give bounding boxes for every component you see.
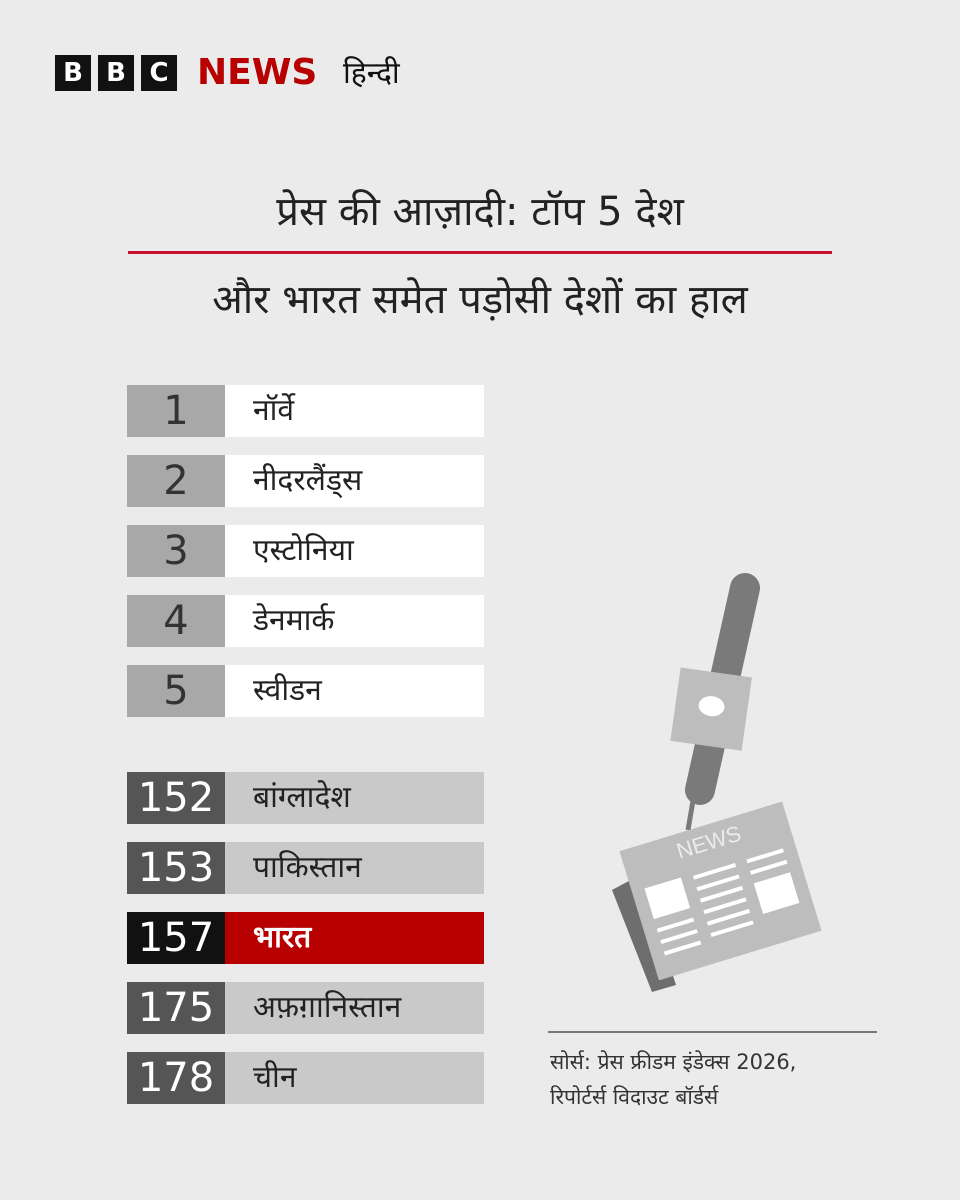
rank-row: 175 अफ़ग़ानिस्तान	[127, 982, 484, 1034]
title: प्रेस की आज़ादी: टॉप 5 देश	[276, 189, 684, 235]
country: नॉर्वे	[225, 385, 484, 437]
country: बांग्लादेश	[225, 772, 484, 824]
rank: 175	[127, 982, 225, 1034]
logo-letter: B	[55, 55, 91, 91]
newspaper: NEWS	[619, 801, 822, 981]
rank: 178	[127, 1052, 225, 1104]
logo-letter: C	[141, 55, 177, 91]
rank-row: 157 भारत	[127, 912, 484, 964]
country: स्वीडन	[225, 665, 484, 717]
rank-row: 152 बांग्लादेश	[127, 772, 484, 824]
rank-row: 2 नीदरलैंड्स	[127, 455, 484, 507]
rank: 5	[127, 665, 225, 717]
rank-row: 1 नॉर्वे	[127, 385, 484, 437]
rank-row: 5 स्वीडन	[127, 665, 484, 717]
country: पाकिस्तान	[225, 842, 484, 894]
country: एस्टोनिया	[225, 525, 484, 577]
title-rule	[128, 251, 832, 254]
rank-row: 178 चीन	[127, 1052, 484, 1104]
rank: 157	[127, 912, 225, 964]
country: नीदरलैंड्स	[225, 455, 484, 507]
rank-row: 4 डेनमार्क	[127, 595, 484, 647]
country: अफ़ग़ानिस्तान	[225, 982, 484, 1034]
language: हिन्दी	[343, 56, 400, 91]
rank-row: 3 एस्टोनिया	[127, 525, 484, 577]
logo-letter: B	[98, 55, 134, 91]
rank: 153	[127, 842, 225, 894]
country: डेनमार्क	[225, 595, 484, 647]
rank: 4	[127, 595, 225, 647]
rank: 3	[127, 525, 225, 577]
mic-band	[670, 667, 752, 751]
rank: 1	[127, 385, 225, 437]
brand: NEWS	[197, 52, 318, 93]
rank: 152	[127, 772, 225, 824]
mic-wire	[685, 759, 703, 831]
source: सोर्स: प्रेस फ्रीडम इंडेक्स 2026,	[550, 1050, 797, 1074]
source: रिपोर्टर्स विदाउट बॉर्डर्स	[550, 1085, 719, 1109]
rank-row: 153 पाकिस्तान	[127, 842, 484, 894]
subtitle: और भारत समेत पड़ोसी देशों का हाल	[212, 277, 748, 323]
source-rule	[548, 1031, 877, 1033]
rank: 2	[127, 455, 225, 507]
country: भारत	[225, 912, 484, 964]
country: चीन	[225, 1052, 484, 1104]
